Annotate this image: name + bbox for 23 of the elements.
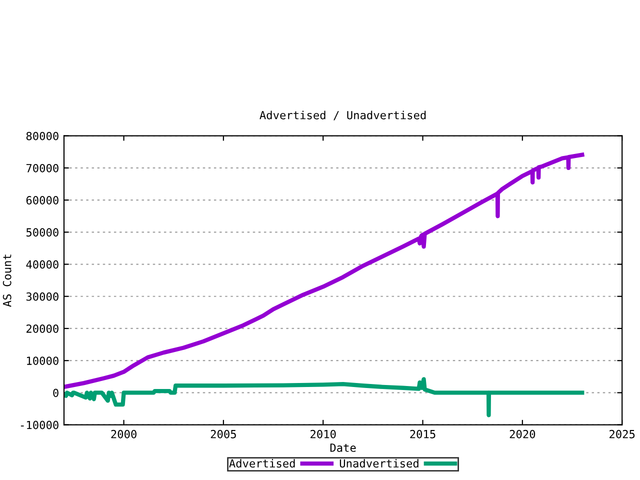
x-tick-label: 2005 bbox=[210, 430, 236, 438]
y-tick-label: 40000 bbox=[26, 260, 58, 269]
y-tick-label: 50000 bbox=[26, 228, 58, 237]
y-axis-title: AS Count bbox=[2, 254, 12, 307]
legend-label: Unadvertised bbox=[340, 458, 418, 468]
x-tick-label: 2020 bbox=[510, 430, 536, 438]
y-tick-label: 20000 bbox=[26, 324, 58, 333]
line-series bbox=[64, 152, 586, 389]
x-axis-title: Date bbox=[330, 444, 356, 452]
x-tick-label: 2010 bbox=[310, 430, 336, 438]
x-tick-label: 2000 bbox=[111, 430, 136, 438]
legend-label: Advertised bbox=[229, 458, 295, 468]
y-tick-label: 30000 bbox=[26, 292, 58, 301]
x-tick-label: 2015 bbox=[410, 430, 436, 438]
x-tick-label: 2025 bbox=[610, 430, 635, 438]
y-tick-label: 10000 bbox=[27, 356, 58, 365]
y-tick-label: -10000 bbox=[20, 420, 58, 430]
y-tick-label: 0 bbox=[53, 388, 58, 398]
y-tick-label: 60000 bbox=[26, 196, 58, 204]
line-series bbox=[64, 377, 586, 418]
y-tick-label: 80000 bbox=[26, 132, 58, 140]
chart-title: Advertised / Unadvertised bbox=[260, 110, 426, 120]
y-tick-label: 70000 bbox=[26, 164, 58, 172]
